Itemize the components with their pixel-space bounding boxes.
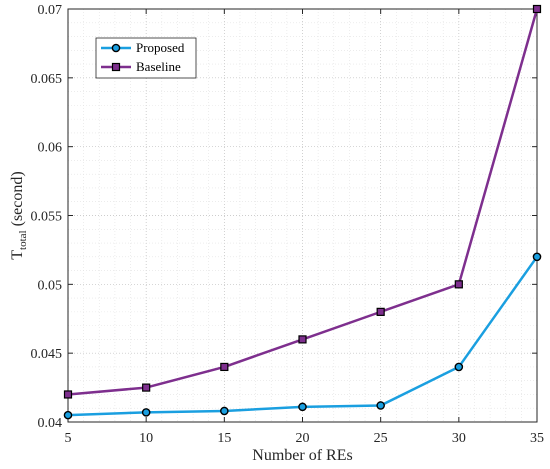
x-tick-label: 30 (452, 431, 466, 446)
legend-box (95, 37, 197, 79)
data-point-proposed (454, 362, 464, 372)
y-axis-title-rest: (second) (9, 171, 26, 230)
y-tick-label: 0.055 (31, 210, 63, 225)
y-tick-label: 0.07 (38, 3, 63, 18)
data-point-proposed (376, 401, 385, 410)
data-point-baseline (298, 335, 307, 344)
legend-label-baseline: Baseline (136, 59, 181, 74)
grid (68, 9, 537, 422)
legend: Proposed Baseline (95, 37, 197, 79)
x-axis-title: Number of REs (252, 447, 352, 464)
series-proposed (63, 252, 542, 420)
data-point-proposed (532, 252, 542, 262)
y-tick-label: 0.06 (38, 141, 63, 156)
data-point-proposed (63, 410, 73, 420)
y-tick-label: 0.065 (31, 72, 63, 87)
legend-item-baseline: Baseline (101, 59, 181, 74)
legend-label-proposed: Proposed (136, 40, 185, 55)
data-point-proposed (220, 406, 229, 416)
x-tick-label: 10 (139, 431, 153, 446)
data-point-proposed (141, 408, 151, 417)
data-point-baseline (63, 390, 73, 399)
y-tick-label: 0.05 (38, 278, 63, 293)
data-point-baseline (220, 362, 229, 372)
y-tick-label: 0.04 (38, 416, 63, 431)
data-point-baseline (142, 383, 151, 392)
x-tick-label: 15 (217, 431, 231, 446)
data-point-baseline (454, 280, 463, 289)
legend-marker-proposed (111, 43, 121, 53)
y-axis-title-main: T (9, 250, 26, 260)
data-point-baseline (532, 4, 542, 14)
x-tick-label: 35 (530, 431, 544, 446)
y-axis-title: Ttotal (second) (9, 171, 29, 259)
legend-item-proposed: Proposed (101, 40, 185, 55)
series-baseline (63, 4, 542, 399)
legend-marker-baseline (111, 62, 121, 72)
y-tick-label: 0.045 (31, 347, 63, 362)
series-group (63, 4, 542, 420)
data-point-baseline (376, 307, 385, 316)
y-axis-title-subscript: total (17, 230, 29, 250)
axis-ticks: 5 10 15 20 25 30 35 0.04 0.045 0.05 0.055 0.06 0.065… (31, 3, 545, 446)
x-tick-label: 5 (65, 431, 72, 446)
x-tick-label: 25 (374, 431, 388, 446)
x-tick-label: 20 (296, 431, 310, 446)
data-point-proposed (298, 402, 307, 412)
